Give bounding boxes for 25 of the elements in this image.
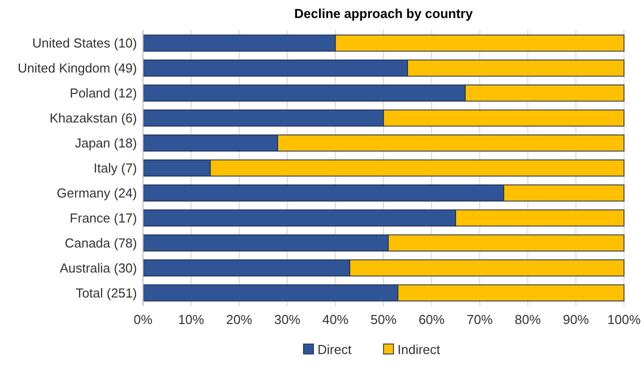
y-tick-label: United States (10) [32, 36, 137, 51]
x-tick-label: 50% [370, 312, 397, 327]
y-tick-label: Total (251) [76, 285, 137, 300]
y-tick-label: United Kingdom (49) [18, 60, 137, 76]
x-tick-label: 90% [562, 312, 590, 327]
y-tick-label: Canada (78) [64, 235, 137, 250]
x-tick-label: 40% [322, 312, 349, 327]
x-tick-label: 20% [226, 312, 253, 327]
y-tick-label: Italy (7) [94, 160, 137, 176]
y-tick-label: Australia (30) [60, 260, 137, 276]
x-tick-label: 100% [607, 312, 642, 327]
x-tick-label: 0% [134, 312, 153, 327]
x-tick-label: 60% [418, 312, 446, 327]
y-tick-label: Poland (12) [70, 86, 137, 101]
legend-label: Direct [318, 342, 352, 357]
y-tick-label: Japan (18) [74, 136, 137, 151]
x-tick-label: 30% [274, 312, 301, 327]
legend-label: Indirect [398, 342, 441, 357]
y-tick-label: Germany (24) [56, 186, 137, 201]
y-tick-label: France (17) [70, 210, 137, 226]
x-tick-label: 70% [466, 312, 494, 327]
y-tick-label: Khazakstan (6) [50, 110, 137, 126]
chart-title: Decline approach by country [294, 6, 474, 21]
x-tick-label: 10% [178, 312, 205, 327]
x-tick-label: 80% [514, 312, 542, 327]
